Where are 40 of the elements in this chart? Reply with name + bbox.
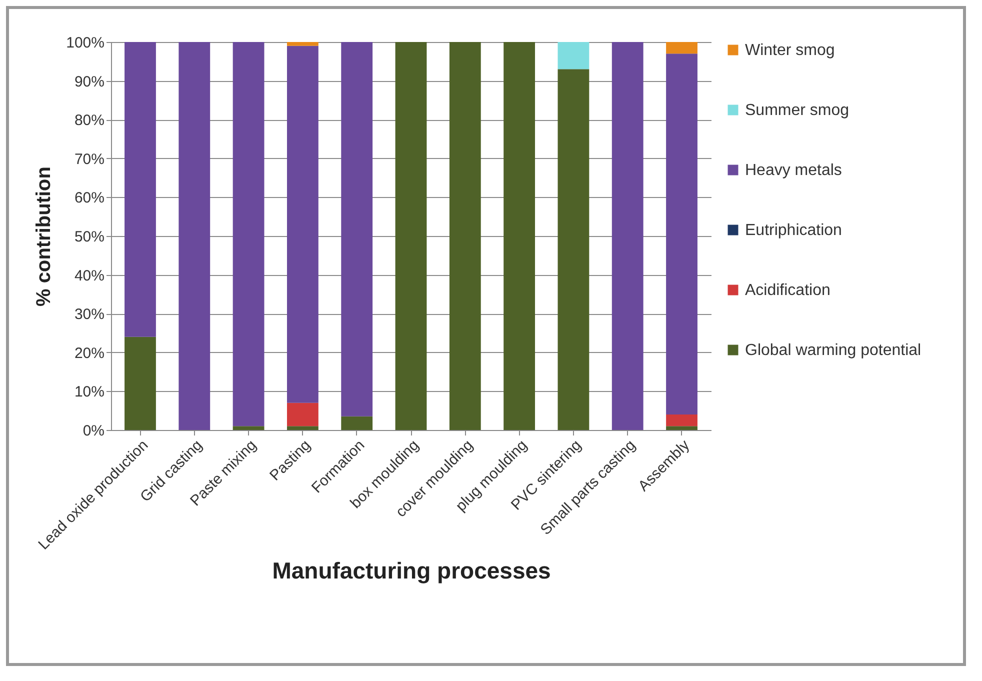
y-tick-label: 20% [74,344,104,362]
legend-label: Eutriphication [745,222,842,239]
y-tick-label: 80% [74,112,104,130]
bar [341,416,373,430]
legend-label: Heavy metals [745,162,842,179]
bar [232,42,264,426]
legend-label: Acidification [745,282,830,299]
bar [178,42,210,430]
y-tick-label: 70% [74,150,104,168]
bar [558,69,590,430]
y-tick-label: 10% [74,384,104,401]
bar [124,42,156,337]
bar [504,42,536,430]
bar [286,42,318,46]
y-tick-label: 0% [82,422,104,440]
legend-label: Global warming potential [745,342,922,359]
bar [124,336,156,430]
x-axis-title: Manufacturing processes [272,557,551,584]
bar [666,42,698,54]
bar [612,42,644,430]
legend-label: Winter smog [745,42,835,59]
bar [395,42,427,430]
y-tick-label: 50% [74,228,104,246]
bar [341,42,373,416]
y-tick-label: 90% [74,73,104,90]
y-tick-label: 60% [74,190,104,207]
y-tick-label: 30% [74,306,104,324]
y-tick-label: 40% [74,267,104,284]
bar [232,426,264,430]
bar [666,54,698,414]
bar [286,46,318,403]
bar [449,42,481,430]
bar [666,426,698,430]
y-tick-label: 100% [66,34,104,52]
bar [666,414,698,426]
bar [286,426,318,430]
y-axis-title: % contribution [33,166,56,306]
bar [286,402,318,426]
bar [558,42,590,70]
legend-label: Summer smog [745,102,850,119]
